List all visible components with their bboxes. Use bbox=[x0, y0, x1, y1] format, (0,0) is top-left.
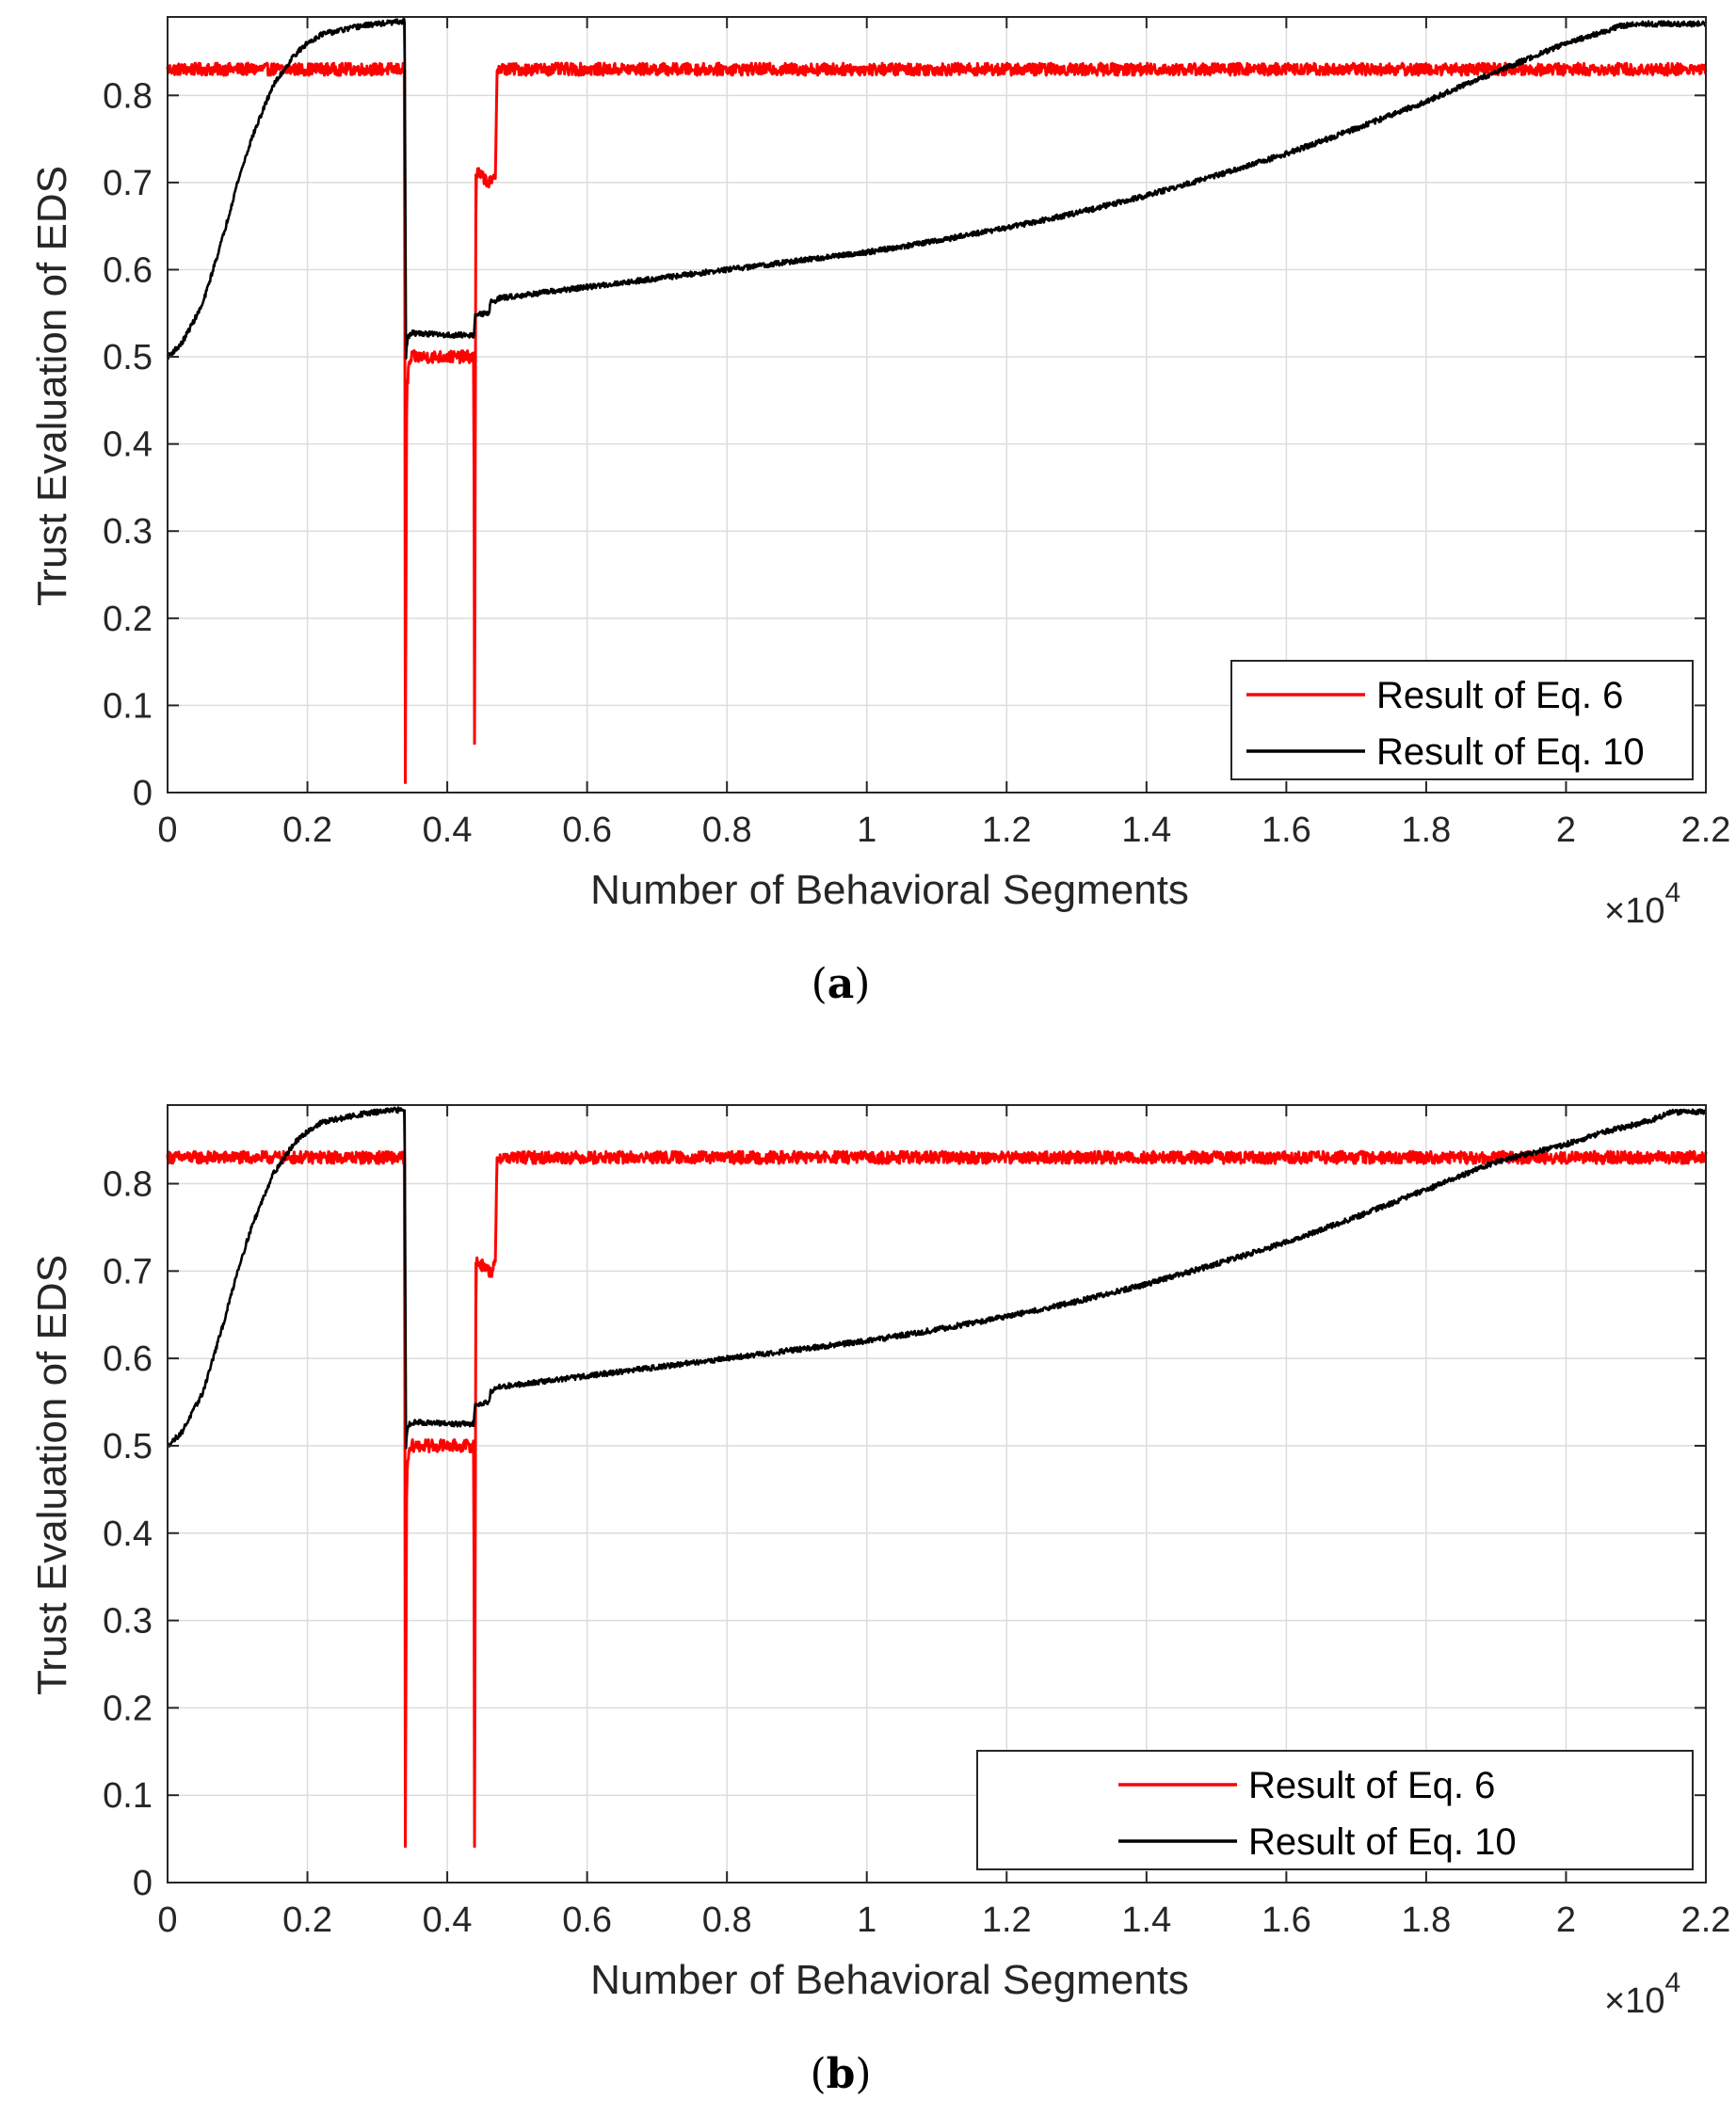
y-tick-label: 0.5 bbox=[103, 338, 153, 377]
y-tick-label: 0.3 bbox=[103, 1602, 153, 1642]
x-tick-label: 2.2 bbox=[1681, 810, 1731, 850]
x-tick-label: 1.4 bbox=[1121, 1900, 1171, 1940]
y-axis-label: Trust Evaluation of EDS bbox=[29, 166, 75, 606]
x-tick-label: 0.2 bbox=[282, 810, 332, 850]
legend: Result of Eq. 6 Result of Eq. 10 bbox=[1230, 660, 1694, 780]
x-tick-label: 1.4 bbox=[1121, 810, 1171, 850]
caption-open-paren: ( bbox=[812, 960, 828, 1008]
y-ticks: 0 0.1 0.2 0.3 0.4 0.5 0.6 0.7 0.8 bbox=[103, 1165, 1706, 1903]
x-tick-label: 1 bbox=[857, 810, 876, 850]
y-tick-label: 0.2 bbox=[103, 1689, 153, 1728]
x-tick-label: 0.8 bbox=[702, 1900, 752, 1940]
caption-close-paren: ) bbox=[855, 2050, 871, 2098]
y-tick-label: 0.6 bbox=[103, 1339, 153, 1379]
x-tick-label: 1.6 bbox=[1262, 810, 1311, 850]
legend-label-eq10: Result of Eq. 10 bbox=[1376, 731, 1645, 773]
x-tick-label: 2 bbox=[1556, 810, 1576, 850]
legend-box bbox=[976, 1750, 1694, 1870]
x-tick-label: 1.8 bbox=[1401, 1900, 1451, 1940]
caption-close-paren: ) bbox=[854, 960, 870, 1008]
x-tick-label: 0.4 bbox=[423, 1900, 473, 1940]
x-tick-label: 1 bbox=[857, 1900, 876, 1940]
y-tick-label: 0.1 bbox=[103, 1776, 153, 1816]
y-tick-label: 0 bbox=[133, 774, 153, 813]
y-tick-label: 0.8 bbox=[103, 76, 153, 116]
x-axis-multiplier: ×104 bbox=[1604, 1967, 1680, 2021]
x-axis-multiplier-exponent: 4 bbox=[1664, 1967, 1680, 1998]
y-axis-label: Trust Evaluation of EDS bbox=[29, 1255, 75, 1695]
legend-label-eq6: Result of Eq. 6 bbox=[1248, 1765, 1495, 1806]
x-tick-label: 0.6 bbox=[562, 1900, 612, 1940]
series-line-eq6 bbox=[166, 1149, 1708, 1848]
caption-letter: a bbox=[828, 960, 855, 1008]
x-tick-label: 0.2 bbox=[282, 1900, 332, 1940]
x-axis-multiplier-base: ×10 bbox=[1604, 891, 1664, 931]
x-ticks: 0 0.2 0.4 0.6 0.8 1 1.2 1.4 1.6 1.8 2 2.2 bbox=[157, 17, 1730, 850]
x-tick-label: 2.2 bbox=[1681, 1900, 1731, 1940]
x-tick-label: 0 bbox=[157, 810, 177, 850]
y-tick-label: 0.7 bbox=[103, 1252, 153, 1291]
caption-open-paren: ( bbox=[810, 2050, 826, 2098]
y-tick-label: 0.3 bbox=[103, 512, 153, 552]
x-axis-label: Number of Behavioral Segments bbox=[590, 867, 1189, 913]
y-tick-label: 0.6 bbox=[103, 250, 153, 290]
legend-box bbox=[1230, 660, 1694, 780]
legend: Result of Eq. 6 Result of Eq. 10 bbox=[976, 1750, 1694, 1870]
y-tick-label: 0.5 bbox=[103, 1427, 153, 1467]
legend-label-eq10: Result of Eq. 10 bbox=[1248, 1821, 1517, 1863]
x-axis-multiplier-exponent: 4 bbox=[1664, 877, 1680, 908]
x-tick-label: 2 bbox=[1556, 1900, 1576, 1940]
x-tick-label: 1.2 bbox=[982, 810, 1032, 850]
series-line-eq6 bbox=[166, 61, 1708, 784]
x-tick-label: 0.8 bbox=[702, 810, 752, 850]
x-tick-label: 1.6 bbox=[1262, 1900, 1311, 1940]
y-tick-label: 0.8 bbox=[103, 1165, 153, 1205]
y-tick-label: 0.4 bbox=[103, 1515, 153, 1554]
series-line-eq10 bbox=[166, 1106, 1707, 1450]
y-ticks: 0 0.1 0.2 0.3 0.4 0.5 0.6 0.7 0.8 bbox=[103, 76, 1706, 813]
grid-lines bbox=[168, 17, 1706, 793]
y-tick-label: 0.2 bbox=[103, 600, 153, 639]
x-axis-multiplier: ×104 bbox=[1604, 877, 1680, 931]
y-tick-label: 0.4 bbox=[103, 425, 153, 465]
x-axis-multiplier-base: ×10 bbox=[1604, 1981, 1664, 2021]
axes-box bbox=[167, 1104, 1707, 1884]
x-tick-label: 1.2 bbox=[982, 1900, 1032, 1940]
x-tick-label: 1.8 bbox=[1401, 810, 1451, 850]
x-tick-label: 0.6 bbox=[562, 810, 612, 850]
y-tick-label: 0.1 bbox=[103, 686, 153, 726]
legend-label-eq6: Result of Eq. 6 bbox=[1376, 675, 1623, 716]
x-tick-label: 0 bbox=[157, 1900, 177, 1940]
series-line-eq10 bbox=[166, 17, 1708, 361]
axes-box bbox=[167, 16, 1707, 794]
panel-caption-b: (b) bbox=[810, 2050, 871, 2098]
y-tick-label: 0 bbox=[133, 1864, 153, 1903]
x-tick-label: 0.4 bbox=[423, 810, 473, 850]
chart-panel-b: 0 0.2 0.4 0.6 0.8 1 1.2 1.4 1.6 1.8 2 2.2 0 0.1 0.2 0.3… bbox=[29, 1104, 1730, 2098]
caption-letter: b bbox=[827, 2050, 856, 2098]
x-axis-label: Number of Behavioral Segments bbox=[590, 1957, 1189, 2003]
panel-caption-a: (a) bbox=[812, 960, 871, 1008]
y-tick-label: 0.7 bbox=[103, 164, 153, 203]
chart-panel-a: 0 0.2 0.4 0.6 0.8 1 1.2 1.4 1.6 1.8 2 2.2 0 0.1 0.2 0.3… bbox=[29, 16, 1730, 1008]
x-ticks: 0 0.2 0.4 0.6 0.8 1 1.2 1.4 1.6 1.8 2 2.2 bbox=[157, 1105, 1730, 1940]
